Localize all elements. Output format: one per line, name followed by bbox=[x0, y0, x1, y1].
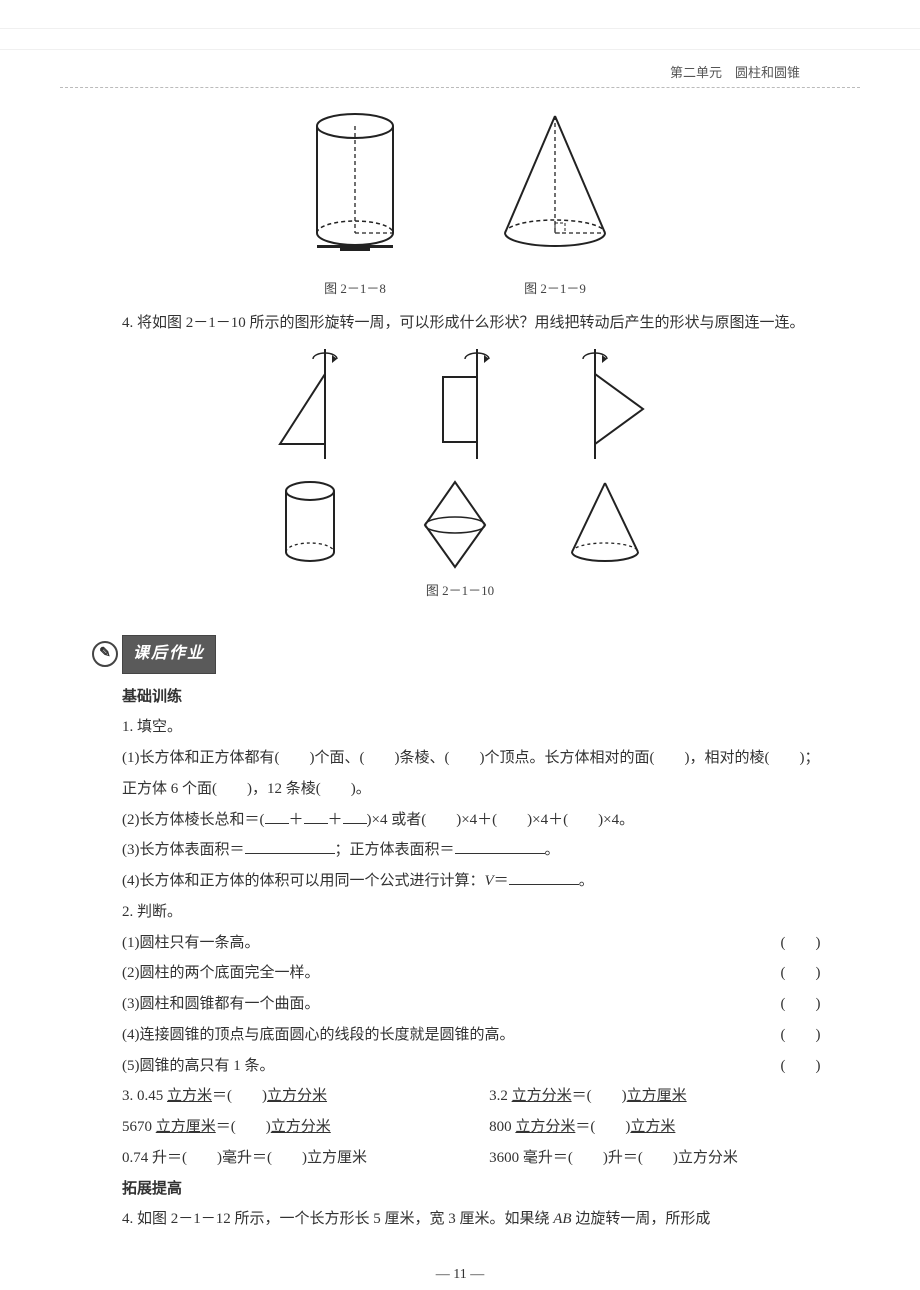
figure-2-1-8: 图 2－1－8 bbox=[300, 108, 410, 302]
units-row-1: 3. 0.45 立方米＝( )立方分米 3.2 立方分米＝( )立方厘米 bbox=[92, 1081, 828, 1112]
figure-row-top: 图 2－1－8 图 2－1－9 bbox=[92, 108, 828, 302]
unit-header: 第二单元 圆柱和圆锥 bbox=[0, 62, 920, 81]
unit: 立方分米 bbox=[515, 1119, 575, 1135]
cone-icon bbox=[490, 108, 620, 258]
eq: ＝( ) bbox=[575, 1119, 630, 1135]
unit: 立方分米 bbox=[271, 1119, 331, 1135]
page-root: 第二单元 圆柱和圆锥 图 2－1－8 bbox=[0, 28, 920, 1290]
q4-intro: 4. 将如图 2－1－10 所示的图形旋转一周，可以形成什么形状？用线把转动后产… bbox=[92, 308, 828, 339]
judge-1: (1)圆柱只有一条高。 ( ) bbox=[92, 928, 828, 959]
judge-text: (4)连接圆锥的顶点与底面圆心的线段的长度就是圆锥的高。 bbox=[122, 1020, 515, 1051]
fb-q4: (4)长方体和正方体的体积可以用同一个公式进行计算：V＝ 。 bbox=[92, 866, 828, 897]
rot-bot-1-cylinder bbox=[270, 477, 350, 567]
units-3-right: 3600 毫升＝( )升＝( )立方分米 bbox=[489, 1143, 828, 1174]
rot-top-3 bbox=[565, 349, 655, 459]
judge-paren[interactable]: ( ) bbox=[781, 1020, 829, 1051]
unit: 立方分米 bbox=[512, 1088, 572, 1104]
val: 3.2 bbox=[489, 1088, 512, 1104]
extend-q4-b: 边旋转一周，所形成 bbox=[572, 1211, 711, 1227]
extend-q4: 4. 如图 2－1－12 所示，一个长方形长 5 厘米，宽 3 厘米。如果绕 A… bbox=[92, 1204, 828, 1235]
rot-bot-2-bicone bbox=[410, 477, 500, 572]
fb-q3-a: (3)长方体表面积＝ bbox=[122, 842, 245, 858]
rotation-bottom-row bbox=[92, 477, 828, 572]
fb-q4-c: 。 bbox=[579, 873, 594, 889]
blank[interactable] bbox=[304, 808, 328, 824]
blank[interactable] bbox=[509, 869, 579, 885]
basic-training-heading: 基础训练 bbox=[92, 682, 828, 713]
caption-2-1-8: 图 2－1－8 bbox=[300, 276, 410, 303]
judge-5: (5)圆锥的高只有 1 条。 ( ) bbox=[92, 1051, 828, 1082]
units-row-2: 5670 立方厘米＝( )立方分米 800 立方分米＝( )立方米 bbox=[92, 1112, 828, 1143]
blank[interactable] bbox=[343, 808, 367, 824]
judge-title: 2. 判断。 bbox=[92, 897, 828, 928]
judge-paren[interactable]: ( ) bbox=[781, 1051, 829, 1082]
caption-2-1-10: 图 2－1－10 bbox=[92, 578, 828, 605]
units-2-right: 800 立方分米＝( )立方米 bbox=[489, 1112, 828, 1143]
homework-section-header: ✎ 课后作业 bbox=[92, 635, 216, 674]
judge-2: (2)圆柱的两个底面完全一样。 ( ) bbox=[92, 958, 828, 989]
fb-q3-c: 。 bbox=[545, 842, 560, 858]
fb-q2-c: ＋ bbox=[328, 812, 343, 828]
homework-title: 课后作业 bbox=[122, 635, 216, 674]
cylinder-icon bbox=[300, 108, 410, 258]
rot-top-1 bbox=[265, 349, 355, 459]
val: 5670 bbox=[122, 1119, 156, 1135]
extend-q4-ab: AB bbox=[553, 1211, 571, 1227]
units-2-left: 5670 立方厘米＝( )立方分米 bbox=[122, 1112, 489, 1143]
fb-q2-a: (2)长方体棱长总和＝( bbox=[122, 812, 265, 828]
fb-q2-b: ＋ bbox=[289, 812, 304, 828]
judge-4: (4)连接圆锥的顶点与底面圆心的线段的长度就是圆锥的高。 ( ) bbox=[92, 1020, 828, 1051]
blank[interactable] bbox=[265, 808, 289, 824]
fb-q3: (3)长方体表面积＝ ；正方体表面积＝ 。 bbox=[92, 835, 828, 866]
caption-2-1-9: 图 2－1－9 bbox=[490, 276, 620, 303]
unit: 立方米 bbox=[167, 1088, 212, 1104]
judge-text: (5)圆锥的高只有 1 条。 bbox=[122, 1051, 275, 1082]
figure-2-1-9: 图 2－1－9 bbox=[490, 108, 620, 302]
fb-q4-v: V bbox=[485, 873, 494, 889]
blank[interactable] bbox=[245, 838, 335, 854]
units-3-left: 0.74 升＝( )毫升＝( )立方厘米 bbox=[122, 1143, 489, 1174]
fb-q2-d: )×4 或者( )×4＋( )×4＋( )×4。 bbox=[367, 812, 635, 828]
judge-paren[interactable]: ( ) bbox=[781, 989, 829, 1020]
fb-q4-b: ＝ bbox=[494, 873, 509, 889]
units-row-3: 0.74 升＝( )毫升＝( )立方厘米 3600 毫升＝( )升＝( )立方分… bbox=[92, 1143, 828, 1174]
top-rule bbox=[0, 28, 920, 50]
content-area: 图 2－1－8 图 2－1－9 4. 将如图 2－1－10 所示的图形旋转一周，… bbox=[0, 88, 920, 1290]
eq: ＝( ) bbox=[216, 1119, 271, 1135]
rot-top-2 bbox=[415, 349, 505, 459]
val: 800 bbox=[489, 1119, 515, 1135]
judge-paren[interactable]: ( ) bbox=[781, 928, 829, 959]
blank[interactable] bbox=[455, 838, 545, 854]
fb-q2: (2)长方体棱长总和＝( ＋ ＋ )×4 或者( )×4＋( )×4＋( )×4。 bbox=[92, 805, 828, 836]
pencil-icon: ✎ bbox=[92, 641, 118, 667]
rot-bot-3-cone bbox=[560, 477, 650, 567]
judge-text: (1)圆柱只有一条高。 bbox=[122, 928, 260, 959]
units-1-left: 3. 0.45 立方米＝( )立方分米 bbox=[122, 1081, 489, 1112]
fill-blank-title: 1. 填空。 bbox=[92, 712, 828, 743]
fb-q4-a: (4)长方体和正方体的体积可以用同一个公式进行计算： bbox=[122, 873, 485, 889]
judge-3: (3)圆柱和圆锥都有一个曲面。 ( ) bbox=[92, 989, 828, 1020]
unit: 立方厘米 bbox=[627, 1088, 687, 1104]
judge-text: (3)圆柱和圆锥都有一个曲面。 bbox=[122, 989, 320, 1020]
page-number: — 11 — bbox=[92, 1261, 828, 1290]
units-1-right: 3.2 立方分米＝( )立方厘米 bbox=[489, 1081, 828, 1112]
unit: 立方厘米 bbox=[156, 1119, 216, 1135]
rotation-top-row bbox=[92, 349, 828, 459]
eq: ＝( ) bbox=[212, 1088, 267, 1104]
val: 3. 0.45 bbox=[122, 1088, 167, 1104]
judge-paren[interactable]: ( ) bbox=[781, 958, 829, 989]
fb-q1: (1)长方体和正方体都有( )个面、( )条棱、( )个顶点。长方体相对的面( … bbox=[92, 743, 828, 805]
extend-q4-a: 4. 如图 2－1－12 所示，一个长方形长 5 厘米，宽 3 厘米。如果绕 bbox=[122, 1211, 553, 1227]
unit: 立方分米 bbox=[267, 1088, 327, 1104]
fb-q3-b: ；正方体表面积＝ bbox=[335, 842, 455, 858]
unit: 立方米 bbox=[630, 1119, 675, 1135]
eq: ＝( ) bbox=[572, 1088, 627, 1104]
extend-heading: 拓展提高 bbox=[92, 1174, 828, 1205]
judge-text: (2)圆柱的两个底面完全一样。 bbox=[122, 958, 320, 989]
